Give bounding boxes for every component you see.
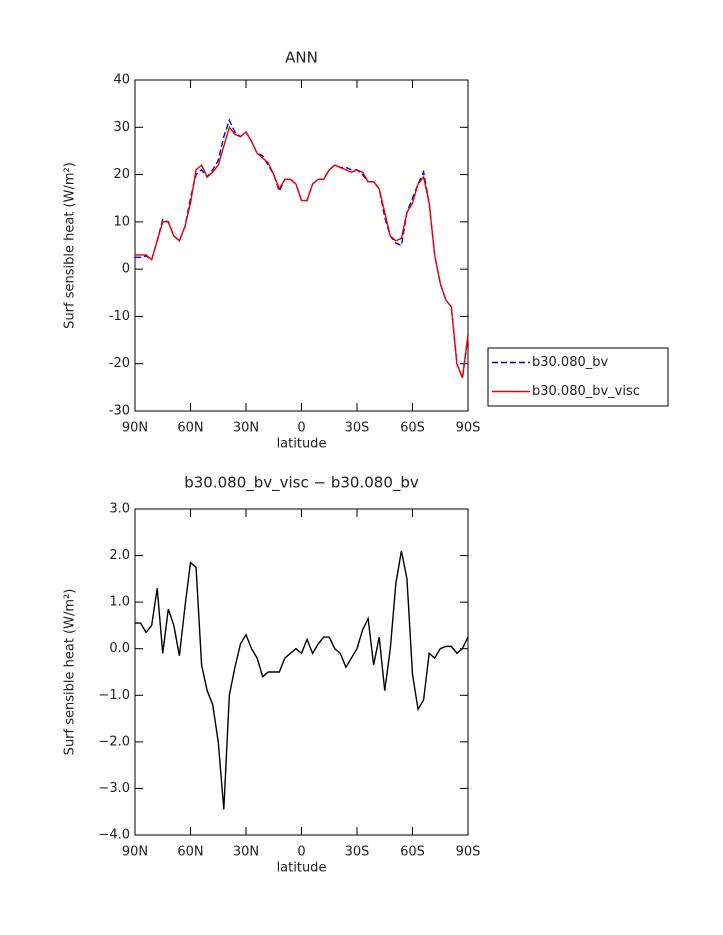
legend-label: b30.080_bv xyxy=(532,355,608,370)
y-tick-label: -20 xyxy=(109,356,130,371)
data-line xyxy=(135,125,469,379)
y-tick-label: 0 xyxy=(122,262,130,277)
x-tick-label: 30N xyxy=(233,845,259,860)
x-tick-label: 0 xyxy=(297,421,305,436)
y-tick-label: −1.0 xyxy=(98,688,130,703)
x-tick-label: 90N xyxy=(122,845,148,860)
x-tick-label: 60N xyxy=(177,421,203,436)
legend-box xyxy=(487,347,669,407)
y-tick-label: 0.0 xyxy=(109,641,130,656)
x-tick-label: 60S xyxy=(400,421,425,436)
chart-title: ANN xyxy=(285,49,318,67)
legend-label: b30.080_bv_visc xyxy=(532,384,640,399)
y-tick-label: -10 xyxy=(109,309,130,324)
data-line xyxy=(135,118,469,379)
y-axis-label: Surf sensible heat (W/m²) xyxy=(63,162,78,329)
plot-frame xyxy=(134,79,469,412)
x-tick-label: 90S xyxy=(456,845,481,860)
x-axis-label: latitude xyxy=(277,861,327,876)
y-tick-label: 3.0 xyxy=(109,502,130,517)
y-tick-label: −2.0 xyxy=(98,734,130,749)
x-tick-label: 30S xyxy=(345,421,370,436)
x-axis-label: latitude xyxy=(277,437,327,452)
x-tick-label: 30N xyxy=(233,421,259,436)
y-tick-label: 2.0 xyxy=(109,548,130,563)
y-axis-label: Surf sensible heat (W/m²) xyxy=(63,589,78,756)
x-tick-label: 0 xyxy=(297,845,305,860)
y-tick-label: 30 xyxy=(113,120,130,135)
y-tick-label: −3.0 xyxy=(98,781,130,796)
y-tick-label: 40 xyxy=(113,73,130,88)
y-tick-label: -30 xyxy=(109,404,130,419)
x-tick-label: 60N xyxy=(177,845,203,860)
x-tick-label: 30S xyxy=(345,845,370,860)
x-tick-label: 60S xyxy=(400,845,425,860)
data-line xyxy=(135,550,469,810)
chart-title: b30.080_bv_visc − b30.080_bv xyxy=(184,474,419,493)
x-tick-label: 90S xyxy=(456,421,481,436)
y-tick-label: −4.0 xyxy=(98,828,130,843)
plot-frame xyxy=(134,508,469,836)
y-tick-label: 1.0 xyxy=(109,595,130,610)
y-tick-label: 10 xyxy=(113,214,130,229)
y-tick-label: 20 xyxy=(113,167,130,182)
x-tick-label: 90N xyxy=(122,421,148,436)
